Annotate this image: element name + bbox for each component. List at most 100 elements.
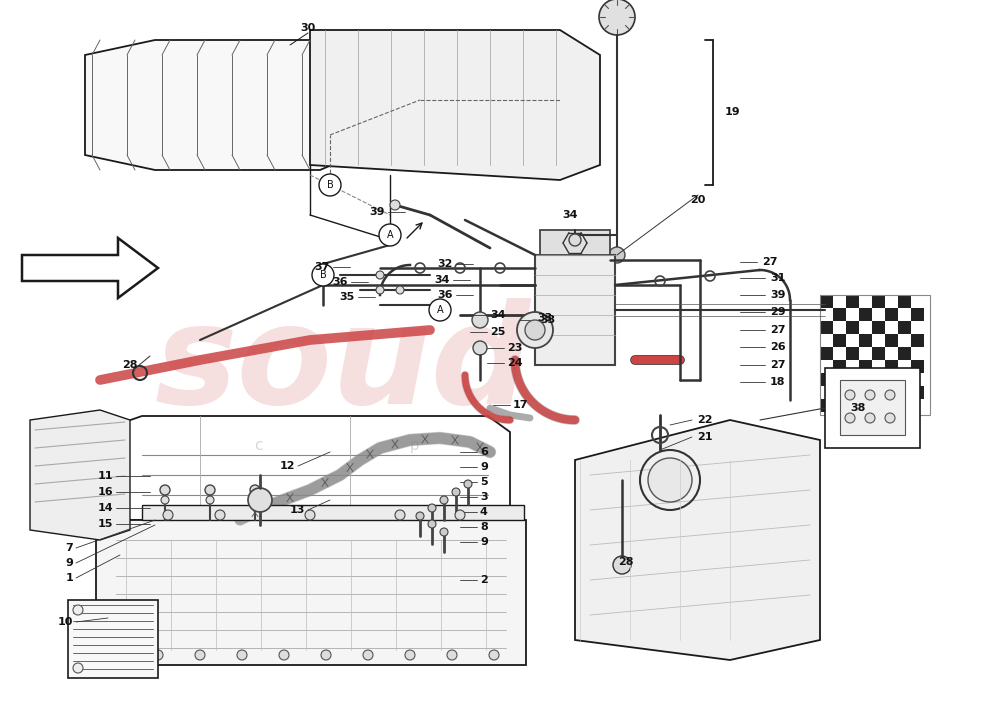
Bar (872, 399, 885, 412)
Text: 36: 36 (332, 277, 348, 287)
Text: 19: 19 (725, 107, 741, 117)
Text: 18: 18 (770, 377, 786, 387)
Bar (872, 321, 885, 334)
Text: 34: 34 (434, 275, 450, 285)
Bar (911, 347, 924, 360)
Bar (846, 334, 859, 347)
Circle shape (428, 520, 436, 528)
Circle shape (845, 390, 855, 400)
Circle shape (250, 485, 260, 495)
Bar (872, 334, 885, 347)
Bar (820, 373, 833, 386)
Bar (898, 321, 911, 334)
Text: 1: 1 (65, 573, 73, 583)
Circle shape (205, 485, 215, 495)
Circle shape (395, 510, 405, 520)
Bar (820, 321, 833, 334)
Circle shape (363, 650, 373, 660)
Text: soud: soud (155, 298, 531, 432)
Circle shape (405, 650, 415, 660)
Bar (820, 295, 930, 415)
Bar (898, 399, 911, 412)
Bar (846, 295, 859, 308)
Bar (96, 520, 526, 665)
Circle shape (845, 413, 855, 423)
Circle shape (73, 605, 83, 615)
Text: B: B (327, 180, 333, 190)
Circle shape (376, 286, 384, 294)
Text: 8: 8 (480, 522, 488, 532)
Text: 9: 9 (480, 537, 488, 547)
Circle shape (379, 224, 401, 246)
Text: 13: 13 (290, 505, 305, 515)
Text: 33: 33 (540, 315, 555, 325)
Text: 21: 21 (697, 432, 712, 442)
Text: 34: 34 (562, 210, 578, 220)
Circle shape (428, 504, 436, 512)
Bar (846, 321, 859, 334)
Bar (911, 373, 924, 386)
Bar (898, 373, 911, 386)
Text: 30: 30 (300, 23, 316, 33)
Text: 5: 5 (480, 477, 488, 487)
Text: 39: 39 (770, 290, 786, 300)
Bar (846, 373, 859, 386)
Circle shape (648, 458, 692, 502)
Bar (846, 399, 859, 412)
Circle shape (569, 234, 581, 246)
Text: 25: 25 (490, 327, 505, 337)
Bar (68, 600, 158, 678)
Text: 24: 24 (507, 358, 523, 368)
Text: 28: 28 (122, 360, 138, 370)
Text: 35: 35 (340, 292, 355, 302)
Bar (833, 295, 846, 308)
Bar (885, 347, 898, 360)
Polygon shape (85, 40, 355, 170)
Bar (885, 334, 898, 347)
Bar (898, 386, 911, 399)
Circle shape (215, 510, 225, 520)
Text: 23: 23 (507, 343, 522, 353)
Circle shape (251, 496, 259, 504)
Circle shape (473, 341, 487, 355)
Text: 38: 38 (850, 403, 866, 413)
Circle shape (525, 320, 545, 340)
Bar (833, 334, 846, 347)
Text: 11: 11 (98, 471, 113, 481)
Circle shape (153, 650, 163, 660)
Bar (820, 347, 833, 360)
Bar (898, 360, 911, 373)
Circle shape (447, 650, 457, 660)
Polygon shape (310, 30, 600, 180)
Text: 37: 37 (315, 262, 330, 272)
Text: 32: 32 (438, 259, 453, 269)
Circle shape (885, 413, 895, 423)
Text: 28: 28 (618, 557, 634, 567)
Circle shape (160, 485, 170, 495)
Bar (535, 255, 615, 365)
Bar (898, 347, 911, 360)
Text: 17: 17 (513, 400, 528, 410)
Bar (820, 360, 833, 373)
Text: 27: 27 (762, 257, 778, 267)
Bar (885, 321, 898, 334)
Bar (820, 334, 833, 347)
Bar (859, 321, 872, 334)
Bar (859, 308, 872, 321)
Circle shape (321, 650, 331, 660)
Bar (833, 386, 846, 399)
Text: 20: 20 (690, 195, 706, 205)
Bar (885, 373, 898, 386)
Circle shape (376, 271, 384, 279)
Circle shape (416, 512, 424, 520)
Text: 26: 26 (770, 342, 786, 352)
Bar (840, 380, 905, 435)
Circle shape (865, 390, 875, 400)
Text: 34: 34 (490, 310, 506, 320)
Bar (846, 360, 859, 373)
Circle shape (865, 413, 875, 423)
Text: 29: 29 (770, 307, 786, 317)
Circle shape (163, 510, 173, 520)
Text: 7: 7 (65, 543, 73, 553)
Bar (911, 295, 924, 308)
